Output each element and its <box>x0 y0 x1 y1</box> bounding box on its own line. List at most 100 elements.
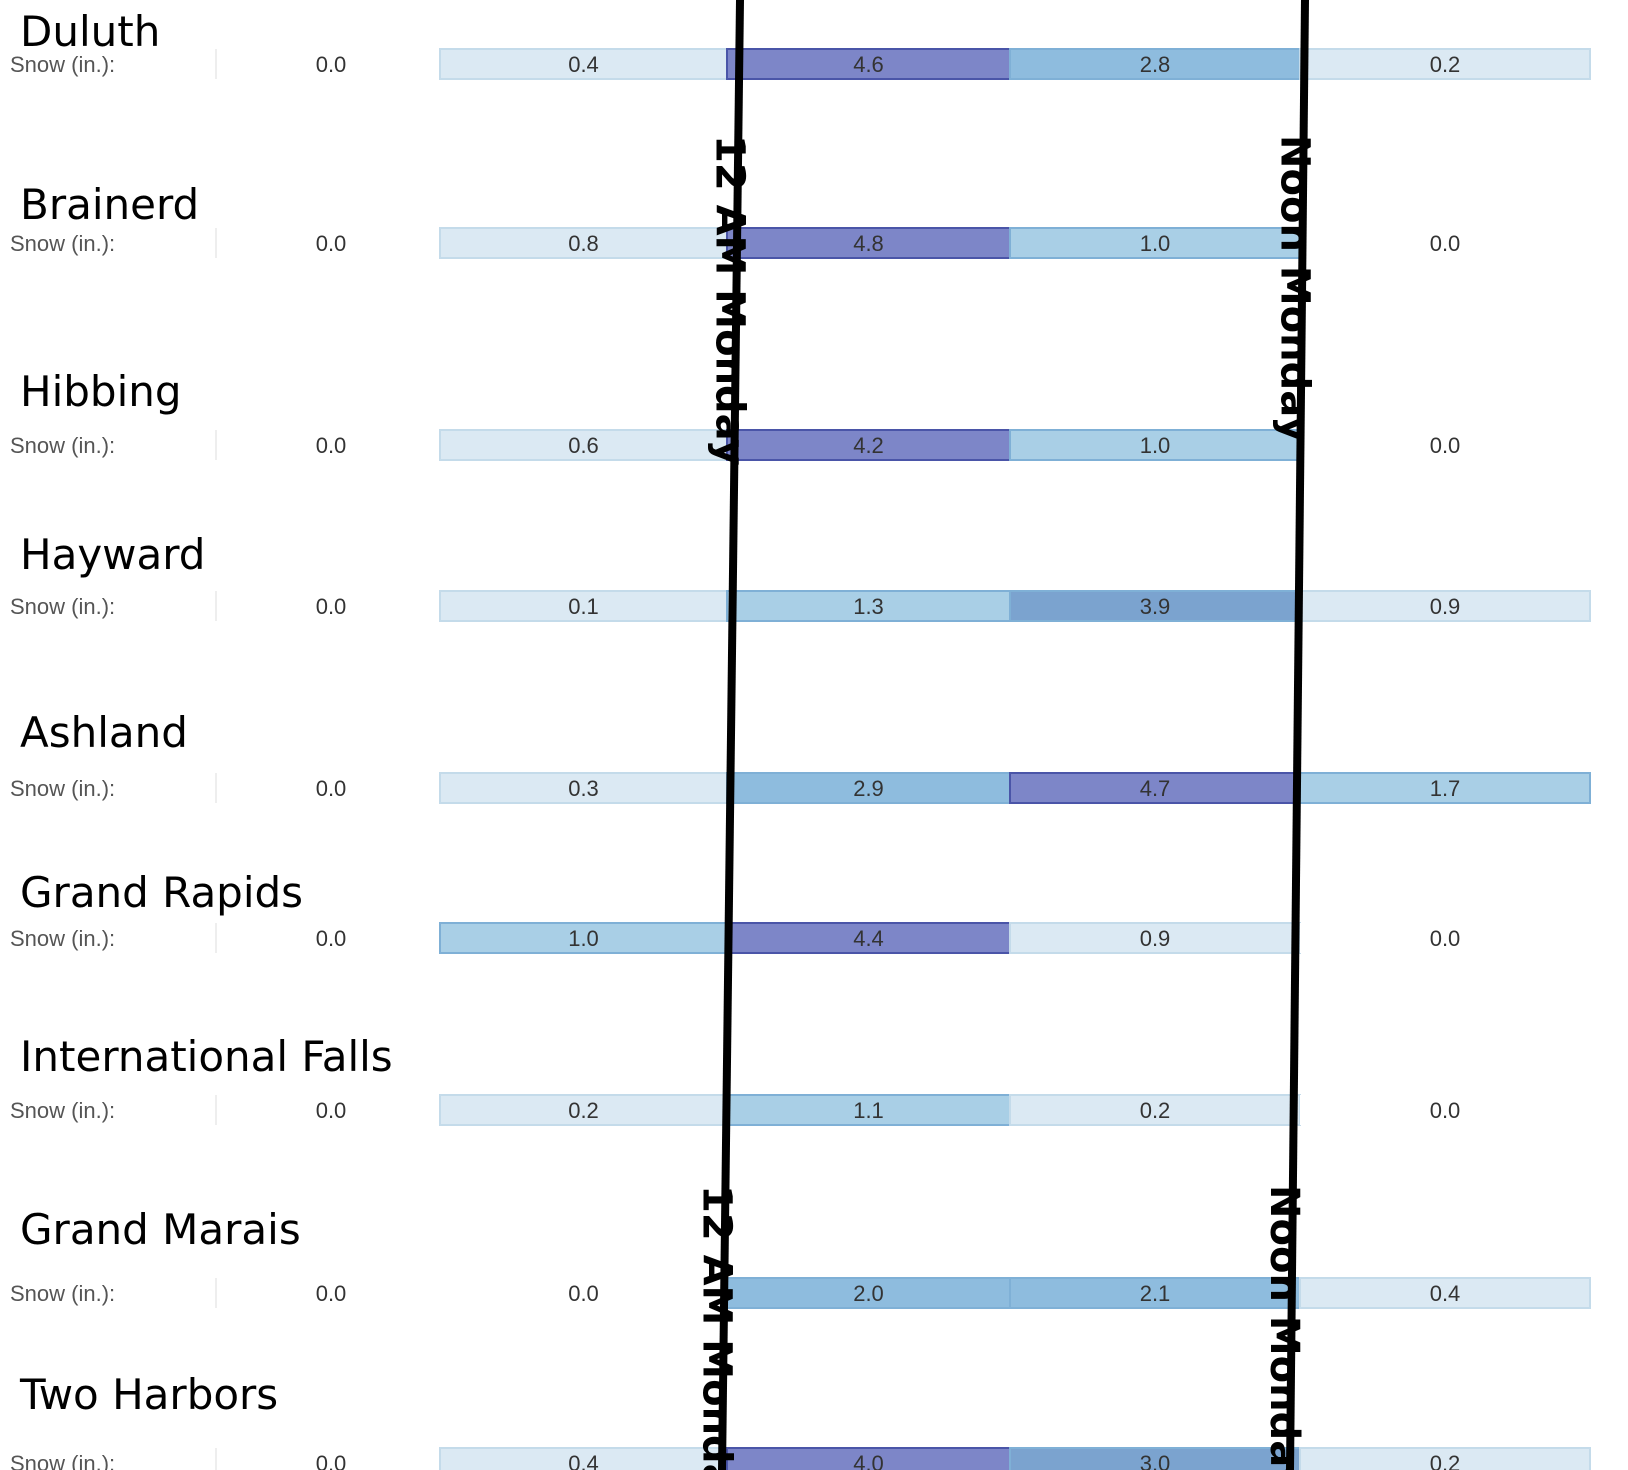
snow-cell-bar <box>222 773 440 803</box>
snow-cell-value: 1.1 <box>853 1098 884 1123</box>
snow-cell-value: 2.1 <box>1140 1281 1171 1306</box>
snow-cell-value: 0.4 <box>568 52 599 77</box>
snow-cell-value: 0.0 <box>1430 433 1461 458</box>
city-name: Ashland <box>20 708 188 757</box>
snow-cell-value: 2.8 <box>1140 52 1171 77</box>
snow-cell-value: 2.0 <box>853 1281 884 1306</box>
snow-cell-bar <box>726 227 1011 259</box>
snow-cell-value: 0.0 <box>316 594 347 619</box>
snow-cell-bar <box>1300 430 1590 460</box>
snow-cell-value: 0.6 <box>568 433 599 458</box>
snow-row-label: Snow (in.): <box>10 52 115 77</box>
snow-row-label: Snow (in.): <box>10 594 115 619</box>
marker-label: Noon Monday <box>1261 1185 1307 1470</box>
snow-row-label: Snow (in.): <box>10 1098 115 1123</box>
city-name: Two Harbors <box>19 1370 278 1419</box>
snow-cell-bar <box>222 1448 440 1470</box>
snow-cell-value: 0.0 <box>568 1281 599 1306</box>
snow-cell-value: 0.9 <box>1430 594 1461 619</box>
snow-cell-value: 0.0 <box>316 1281 347 1306</box>
city-row-ashland: Ashland Snow (in.): 0.0 0.3 2.9 4.7 1.7 <box>10 708 1591 804</box>
snow-cell-value: 0.0 <box>1430 926 1461 951</box>
snow-cell-bar <box>1299 1277 1591 1309</box>
snow-cell-value: 0.0 <box>316 776 347 801</box>
snow-cell-value: 0.1 <box>568 594 599 619</box>
city-row-international-falls: International Falls Snow (in.): 0.0 0.2 1.1 0… <box>10 1032 1590 1126</box>
snow-cell-bar <box>1299 48 1591 80</box>
snow-cell-value: 3.9 <box>1140 594 1171 619</box>
snow-cell-bar <box>1009 590 1301 622</box>
snow-cell-bar <box>1300 1095 1590 1125</box>
city-row-grand-rapids: Grand Rapids Snow (in.): 0.0 1.0 4.4 0.9 0.0 <box>10 868 1590 954</box>
snow-cell-bar <box>1009 48 1301 80</box>
snow-cell-value: 0.8 <box>568 231 599 256</box>
snow-cell-value: 0.0 <box>1430 1098 1461 1123</box>
marker-noon-monday: Noon Monday Noon Monday <box>1261 0 1318 1470</box>
snow-cell-value: 1.3 <box>853 594 884 619</box>
snow-cell-bar <box>439 48 728 80</box>
snow-cell-bar <box>222 228 440 258</box>
marker-label: 12 AM Monday <box>693 1185 739 1470</box>
snow-row-label: Snow (in.): <box>10 231 115 256</box>
snow-cell-value: 4.0 <box>853 1451 884 1470</box>
snow-cell-bar <box>222 1095 440 1125</box>
snow-cell-bar <box>222 49 440 79</box>
snow-cell-value: 1.0 <box>1140 433 1171 458</box>
snow-cell-value: 0.9 <box>1140 926 1171 951</box>
city-row-two-harbors: Two Harbors Snow (in.): 0.0 0.4 4.0 3.0 0.2 <box>10 1370 1591 1470</box>
snow-cell-bar <box>1009 1277 1301 1309</box>
snow-cell-value: 0.0 <box>316 433 347 458</box>
snow-cell-value: 4.6 <box>853 52 884 77</box>
city-name: International Falls <box>20 1032 393 1081</box>
snow-cell-value: 0.2 <box>1140 1098 1171 1123</box>
marker-12-am-monday: 12 AM Monday 12 AM Monday <box>693 0 752 1470</box>
snow-cell-value: 2.9 <box>853 776 884 801</box>
snow-cell-bar <box>439 922 728 954</box>
snow-cell-value: 0.0 <box>316 52 347 77</box>
snow-row-label: Snow (in.): <box>10 1451 115 1470</box>
snow-cell-bar <box>1300 228 1590 258</box>
snow-cell-bar <box>1300 923 1590 953</box>
marker-line <box>1286 0 1309 1470</box>
snow-cell-value: 0.4 <box>568 1451 599 1470</box>
snow-row-label: Snow (in.): <box>10 1281 115 1306</box>
snow-cell-value: 4.2 <box>853 433 884 458</box>
city-name: Grand Rapids <box>20 868 303 917</box>
snow-cell-bar <box>726 429 1011 461</box>
snow-cell-bar <box>726 1094 1011 1126</box>
snow-cell-value: 0.2 <box>568 1098 599 1123</box>
marker-label: Noon Monday <box>1272 135 1318 442</box>
snow-cell-bar <box>222 923 440 953</box>
city-name: Hibbing <box>20 367 182 416</box>
snow-cell-value: 0.2 <box>1430 52 1461 77</box>
snow-cell-bar <box>1299 590 1591 622</box>
snow-cell-value: 4.8 <box>853 231 884 256</box>
snow-cell-bar <box>222 430 440 460</box>
city-name: Hayward <box>20 530 205 579</box>
city-name: Duluth <box>20 7 160 56</box>
city-row-grand-marais: Grand Marais Snow (in.): 0.0 0.0 2.0 2.1 0.4 <box>10 1205 1591 1309</box>
snow-cell-value: 1.7 <box>1430 776 1461 801</box>
city-row-hayward: Hayward Snow (in.): 0.0 0.1 1.3 3.9 0.9 <box>10 530 1591 622</box>
snow-cell-value: 1.0 <box>1140 231 1171 256</box>
snow-cell-bar <box>1009 922 1301 954</box>
snow-row-label: Snow (in.): <box>10 433 115 458</box>
snow-cell-bar <box>1009 227 1301 259</box>
snow-cell-bar <box>222 591 440 621</box>
snow-cell-bar <box>439 772 728 804</box>
snow-cell-value: 0.0 <box>1430 231 1461 256</box>
snow-cell-bar <box>1299 1447 1591 1470</box>
snow-row-label: Snow (in.): <box>10 776 115 801</box>
snow-cell-bar <box>439 429 728 461</box>
snow-cell-value: 4.7 <box>1140 776 1171 801</box>
snow-cell-bar <box>726 48 1011 80</box>
snow-cell-bar <box>1009 772 1301 804</box>
snow-cell-value: 0.0 <box>316 231 347 256</box>
city-row-hibbing: Hibbing Snow (in.): 0.0 0.6 4.2 1.0 0.0 <box>10 367 1590 461</box>
snow-cell-value: 1.0 <box>568 926 599 951</box>
snow-cell-value: 0.0 <box>316 1451 347 1470</box>
